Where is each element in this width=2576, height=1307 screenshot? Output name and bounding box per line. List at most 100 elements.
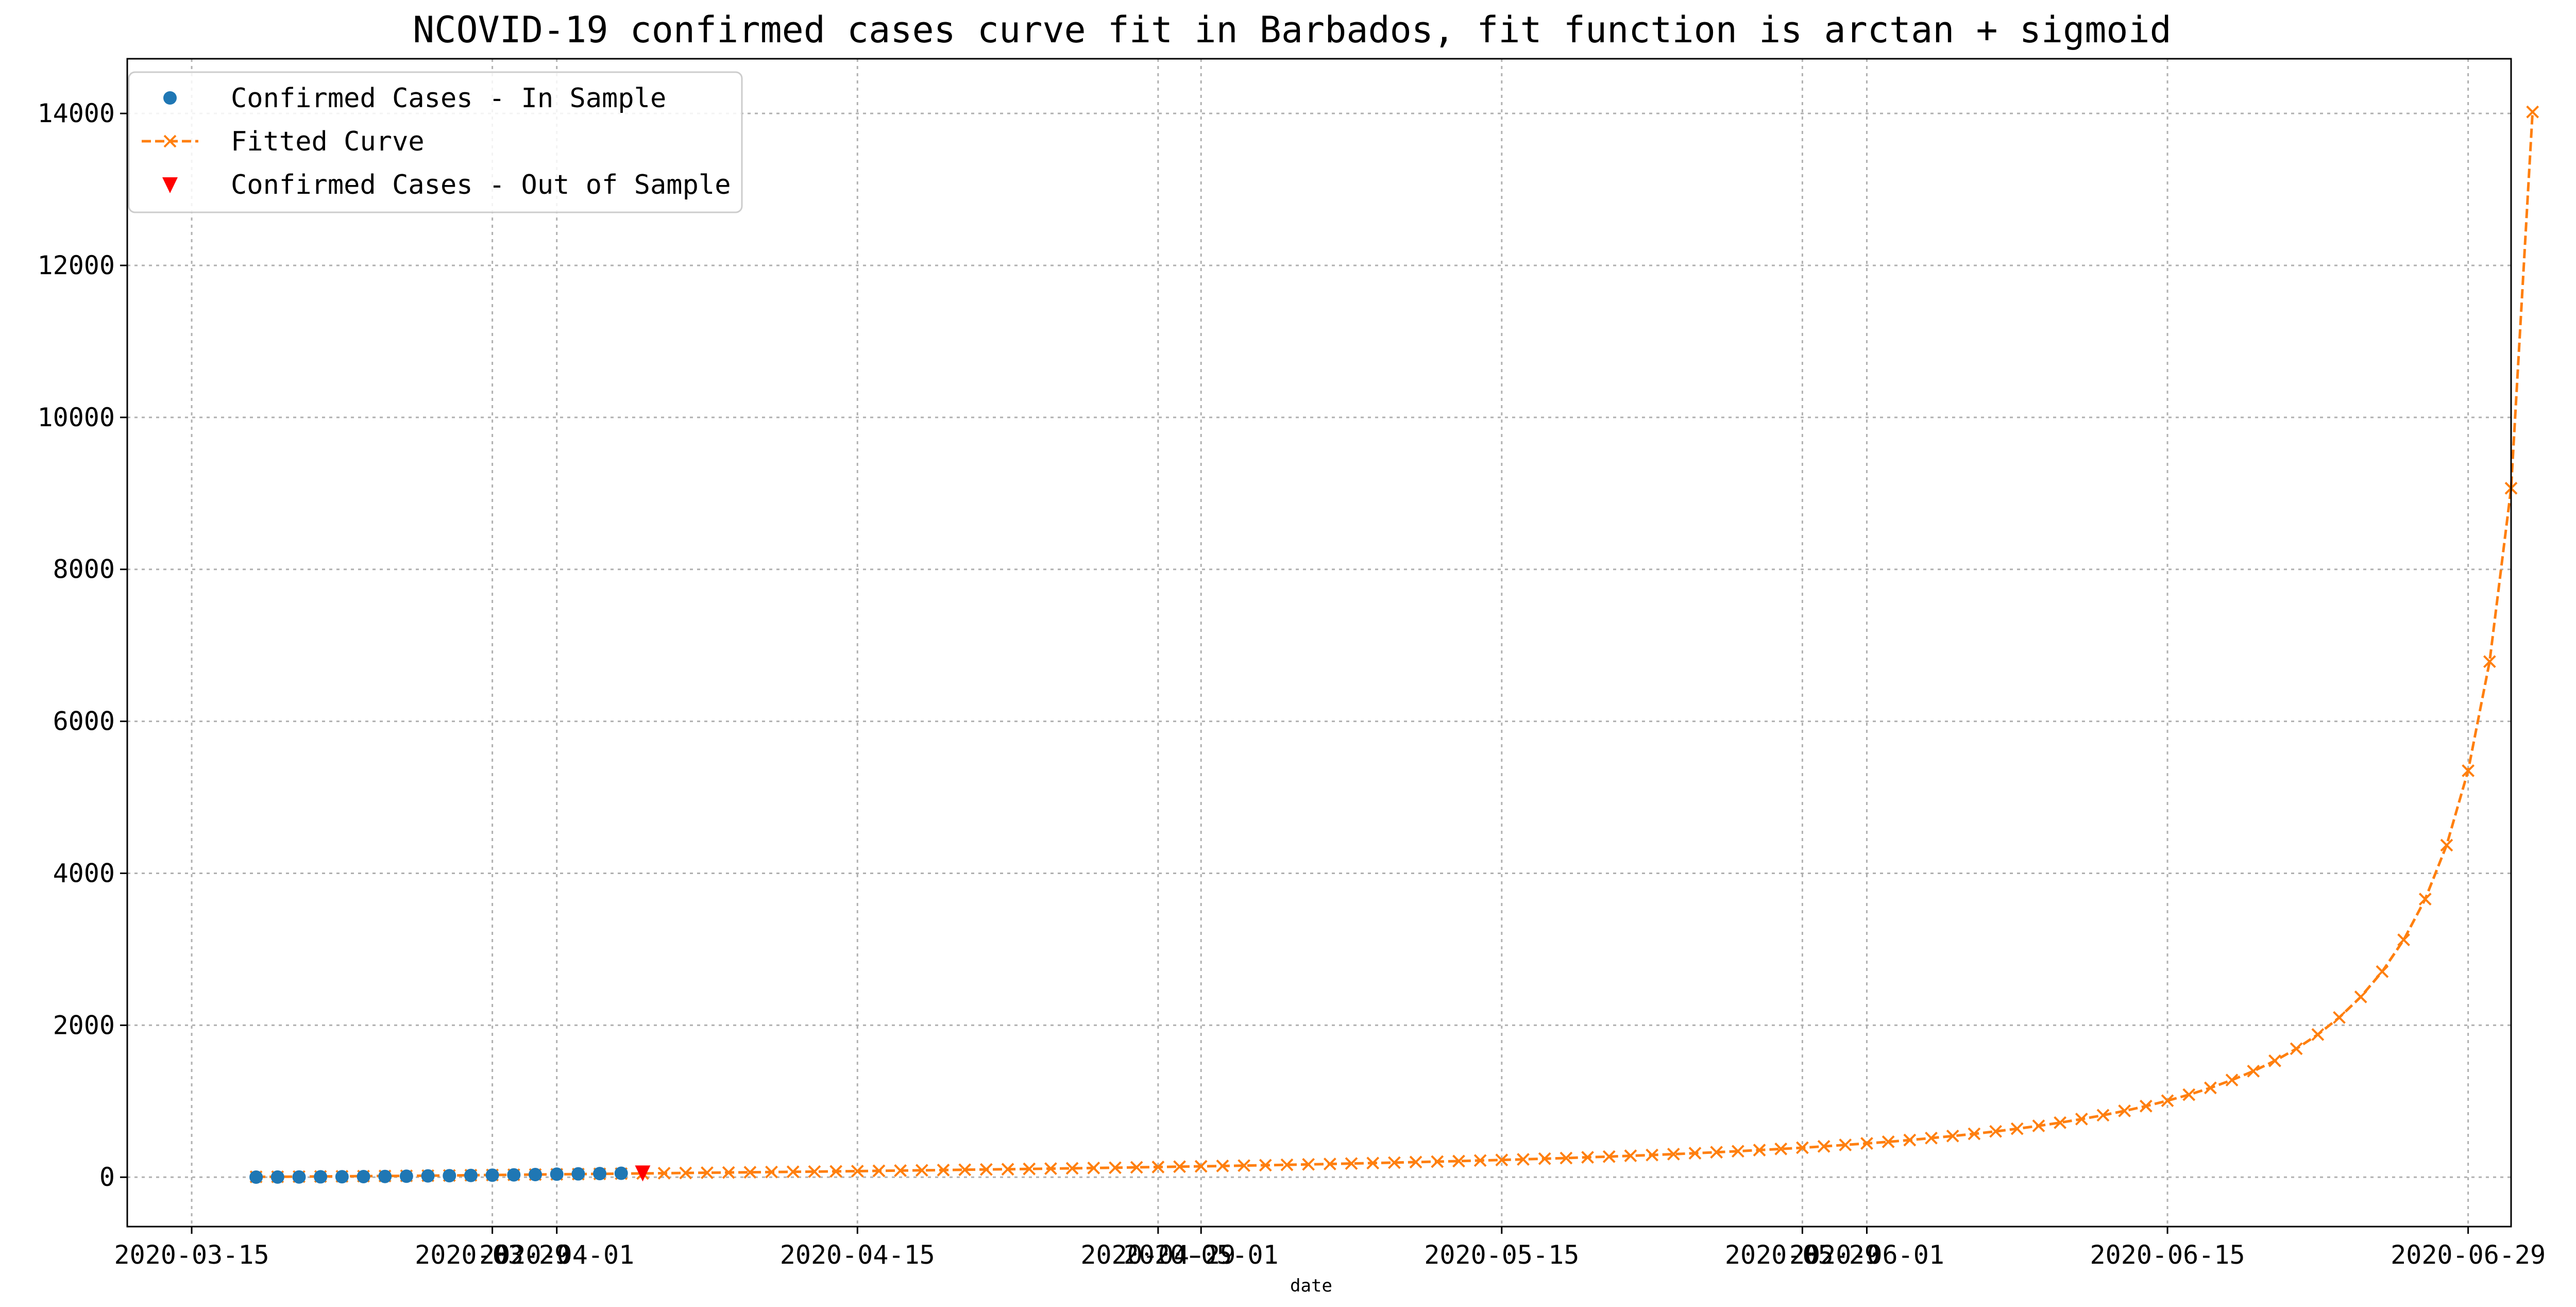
data-point (1087, 1161, 1100, 1175)
x-tick-label: 2020-04-15 (780, 1240, 935, 1270)
data-point (701, 1166, 714, 1179)
x-tick-label: 2020-04-29 (1080, 1240, 1235, 1270)
data-point (2333, 1011, 2346, 1024)
x-tick-label: 2020-06-29 (2391, 1240, 2546, 1270)
legend-marker (162, 177, 178, 193)
legend-label: Confirmed Cases - In Sample (231, 83, 666, 114)
y-tick-label: 4000 (53, 858, 115, 888)
legend-marker (163, 135, 177, 148)
y-tick-label: 6000 (53, 707, 115, 736)
data-point (1238, 1159, 1251, 1172)
data-point (2440, 839, 2453, 852)
data-point (2247, 1064, 2260, 1078)
data-point (2418, 893, 2432, 906)
plot-series (249, 105, 2539, 1184)
plot-area-frame (126, 58, 2512, 1228)
data-point (378, 1169, 392, 1183)
data-point (1795, 1141, 1809, 1154)
data-point (1517, 1153, 1530, 1166)
data-point (2397, 933, 2410, 947)
data-point (2096, 1109, 2110, 1122)
data-point (2139, 1099, 2153, 1113)
data-point (2204, 1081, 2217, 1095)
data-point (2483, 655, 2496, 668)
data-point (808, 1165, 821, 1178)
data-point (2354, 990, 2367, 1003)
data-point (399, 1169, 413, 1183)
x-tick-label: 2020-06-15 (2090, 1240, 2245, 1270)
data-point (2075, 1112, 2088, 1126)
x-axis-label: date (1290, 1276, 1332, 1296)
data-point (443, 1169, 456, 1183)
data-point (1753, 1144, 1766, 1157)
data-point (2462, 764, 2475, 777)
data-point (421, 1169, 435, 1183)
data-point (335, 1170, 349, 1184)
data-point (2182, 1088, 2196, 1101)
data-point (2225, 1074, 2239, 1087)
data-point (657, 1166, 671, 1180)
data-point (1259, 1159, 1272, 1172)
data-point (1194, 1160, 1208, 1173)
data-point (1173, 1160, 1186, 1174)
data-point (529, 1168, 543, 1182)
legend-item: Confirmed Cases - Out of Sample (162, 170, 731, 200)
data-point (249, 1170, 263, 1184)
legend-label: Confirmed Cases - Out of Sample (231, 170, 731, 200)
data-point (1688, 1147, 1702, 1160)
data-point (357, 1169, 370, 1183)
data-point (1473, 1154, 1487, 1167)
legend-label: Fitted Curve (231, 126, 425, 157)
data-point (1366, 1157, 1380, 1170)
data-point (1044, 1162, 1057, 1175)
data-point (593, 1167, 607, 1181)
data-point (1903, 1133, 1917, 1147)
data-point (829, 1165, 843, 1178)
data-point (1968, 1127, 1981, 1141)
data-point (1624, 1149, 1637, 1163)
data-point (1560, 1151, 1573, 1165)
data-point (2311, 1028, 2325, 1041)
data-point (1345, 1157, 1358, 1170)
data-point (1431, 1155, 1444, 1168)
data-point (786, 1165, 800, 1179)
x-tick-label: 2020-06-01 (1789, 1240, 1944, 1270)
data-point (765, 1165, 778, 1179)
data-point (722, 1166, 735, 1179)
x-tick-label: 2020-05-01 (1124, 1240, 1279, 1270)
data-point (1151, 1160, 1165, 1174)
data-point (2376, 965, 2389, 978)
data-point (1925, 1131, 1938, 1145)
y-tick-label: 12000 (37, 250, 115, 280)
y-tick-label: 10000 (37, 403, 115, 432)
data-point (1323, 1158, 1336, 1170)
y-tick-label: 0 (99, 1162, 115, 1192)
data-point (1667, 1147, 1680, 1161)
data-point (485, 1168, 499, 1182)
y-tick-label: 14000 (37, 98, 115, 128)
data-point (1646, 1148, 1659, 1162)
data-point (872, 1164, 886, 1178)
data-point (635, 1165, 651, 1182)
data-point (743, 1166, 757, 1179)
data-point (1216, 1159, 1229, 1172)
data-point (1280, 1158, 1294, 1171)
data-point (979, 1163, 993, 1176)
data-point (292, 1170, 306, 1184)
legend-marker (163, 91, 177, 105)
data-point (1882, 1135, 1895, 1148)
data-point (1409, 1155, 1422, 1169)
data-point (894, 1164, 907, 1177)
x-tick-label: 2020-05-29 (1725, 1240, 1880, 1270)
data-point (1495, 1153, 1509, 1167)
series-fitted-curve (249, 105, 2539, 1183)
data-point (2526, 105, 2539, 119)
data-point (1452, 1154, 1465, 1168)
legend: Confirmed Cases - In Sample Fitted Curve C… (128, 71, 743, 213)
data-point (1023, 1162, 1036, 1176)
data-point (1130, 1161, 1143, 1174)
data-point (1817, 1140, 1831, 1153)
data-point (1989, 1125, 2002, 1138)
